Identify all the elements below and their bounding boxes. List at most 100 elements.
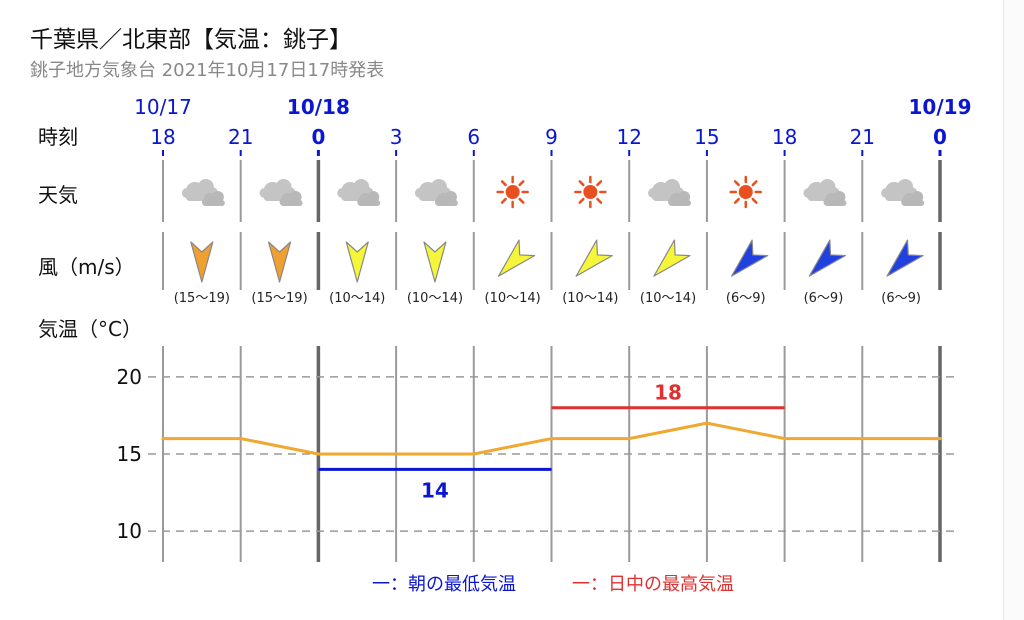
cloud-icon (259, 179, 303, 206)
legend-max: 一：日中の最高気温 (572, 574, 734, 595)
wind-arrow-icon (190, 241, 214, 283)
cloud-shape (357, 191, 381, 206)
cloud-base (669, 200, 692, 206)
y-tick-label: 20 (117, 365, 142, 389)
wind-speed-label: (10〜14) (329, 291, 385, 306)
sun-ray (578, 180, 585, 187)
temperature-grid: 10 15 20 (117, 365, 958, 543)
cloud-icon (181, 179, 225, 206)
wind-arrow-shape (653, 239, 691, 277)
weather-row (181, 175, 925, 209)
sun-ray (733, 197, 740, 204)
sun-ray (500, 180, 507, 187)
wind-speed-label: (10〜14) (485, 291, 541, 306)
sun-icon (574, 175, 607, 209)
hour-label: 0 (933, 125, 947, 149)
sun-icon (729, 175, 762, 209)
hour-label: 6 (467, 125, 480, 149)
temperature-point (472, 452, 476, 456)
cloud-shape (434, 191, 458, 206)
max-temp-bar-label: 18 (654, 381, 682, 405)
sun-core (738, 185, 753, 199)
legend: 一：朝の最低気温 一：日中の最高気温 (372, 574, 734, 595)
temperature-point (161, 436, 165, 441)
time-axis: 10/17 18 21 10/18 0 3 6 9 12 15 18 21 10/19 0 (134, 95, 971, 156)
sun-ray (578, 197, 585, 204)
wind-arrow-icon (886, 239, 924, 277)
wind-arrow-shape (345, 241, 369, 283)
sun-ray (518, 180, 525, 187)
sun-ray (518, 197, 525, 204)
wind-arrow-icon (575, 239, 613, 277)
page-subtitle: 銚子地方気象台 2021年10月17日17時発表 (30, 60, 385, 81)
hour-label: 21 (228, 125, 253, 149)
sun-ray (751, 180, 758, 187)
wind-arrow-shape (886, 239, 924, 277)
wind-arrow-shape (190, 241, 214, 283)
cloud-base (280, 200, 303, 206)
wind-speed-label: (10〜14) (407, 291, 463, 306)
wind-arrow-icon (267, 241, 292, 283)
hour-label: 3 (390, 125, 403, 149)
wind-arrow-icon (808, 239, 846, 277)
sun-ray (733, 180, 740, 187)
hour-label: 12 (616, 125, 641, 149)
cloud-shape (201, 191, 225, 206)
cloud-base (202, 200, 225, 206)
sun-ray (596, 197, 603, 204)
wind-arrow-icon (731, 239, 769, 277)
wind-arrow-shape (808, 239, 846, 277)
sun-ray (500, 197, 507, 204)
cloud-icon (881, 179, 925, 206)
time-separators (162, 160, 942, 562)
hour-label: 18 (150, 125, 175, 149)
wind-row: (15〜19) (15〜19) (10〜14) (10〜14) (10〜14) (10〜1… (174, 239, 924, 306)
date-label: 10/19 (909, 95, 972, 119)
wind-label: 風（m/s） (38, 255, 135, 279)
wind-speed-label: (10〜14) (640, 291, 696, 306)
sun-icon (496, 175, 529, 209)
cloud-base (358, 200, 381, 206)
wind-arrow-shape (497, 239, 536, 277)
cloud-base (435, 200, 458, 206)
wind-arrow-icon (497, 239, 536, 277)
wind-arrow-shape (423, 241, 447, 283)
y-tick-label: 10 (117, 519, 142, 543)
cloud-shape (823, 191, 847, 206)
temperature-point (705, 421, 709, 425)
cloud-icon (648, 179, 692, 206)
weather-label: 天気 (38, 183, 78, 207)
temp-axis-label: 気温（°C） (38, 317, 142, 341)
cloud-shape (901, 191, 925, 206)
temperature-point (239, 436, 243, 441)
y-tick-label: 15 (117, 442, 142, 466)
cloud-icon (803, 179, 847, 206)
date-label: 10/17 (134, 95, 192, 119)
cloud-icon (414, 179, 458, 206)
sun-ray (596, 180, 603, 187)
wind-arrow-icon (345, 241, 369, 283)
cloud-icon (337, 179, 381, 206)
cloud-shape (668, 191, 692, 206)
wind-speed-label: (6〜9) (881, 291, 921, 306)
legend-min: 一：朝の最低気温 (372, 574, 516, 595)
sun-core (583, 185, 598, 199)
sun-core (505, 185, 520, 199)
cloud-base (824, 200, 847, 206)
temperature-point (549, 436, 554, 441)
hour-label: 18 (772, 125, 797, 149)
cloud-shape (337, 179, 374, 201)
scrollbar[interactable] (1003, 0, 1024, 620)
temperature-point (783, 436, 787, 441)
wind-speed-label: (15〜19) (251, 291, 307, 306)
hour-label: 15 (694, 125, 719, 149)
wind-arrow-shape (575, 239, 613, 277)
wind-arrow-shape (267, 241, 292, 283)
temperature-plot: 14 18 (161, 381, 942, 502)
wind-arrow-icon (423, 241, 447, 283)
wind-speed-label: (10〜14) (562, 291, 618, 306)
time-label: 時刻 (38, 125, 78, 149)
temperature-point (938, 436, 942, 441)
